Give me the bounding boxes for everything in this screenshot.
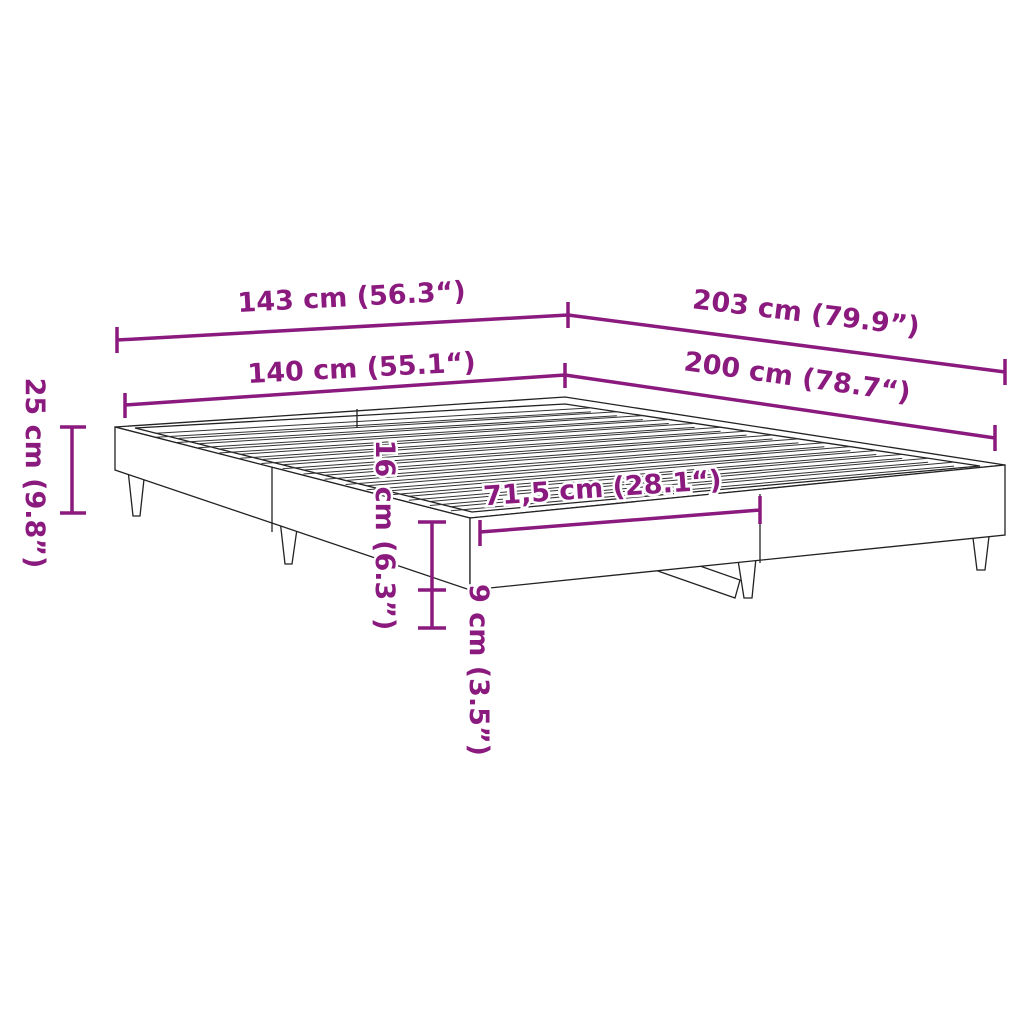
slat-line	[429, 457, 929, 502]
frame-inner-rim	[134, 403, 981, 513]
slat-line	[156, 411, 591, 438]
slat-line	[198, 415, 643, 445]
slat-line	[240, 422, 695, 455]
slat-line	[429, 461, 929, 506]
slat-line	[282, 430, 747, 466]
dim-frame-height	[418, 520, 446, 630]
slat-line	[219, 423, 669, 454]
label-total-height: 25 cm (9.8”)	[19, 378, 50, 569]
slat-line	[198, 419, 643, 449]
slat-line	[450, 465, 955, 512]
slat-line	[366, 450, 851, 491]
slat-line	[156, 407, 591, 434]
center-support	[654, 565, 741, 599]
bed-frame-drawing	[114, 396, 1006, 599]
slat-line	[345, 442, 825, 481]
dimension-lines	[60, 302, 1007, 630]
dim-half-length	[478, 496, 762, 546]
slat-line	[387, 450, 877, 492]
slat-line	[366, 446, 851, 487]
slat-line	[303, 438, 773, 475]
slat-line	[408, 453, 903, 497]
slats	[156, 407, 955, 512]
dim-inner-length	[564, 373, 997, 451]
dim-outer-length	[567, 313, 1007, 385]
frame-side-front	[469, 464, 1006, 591]
label-clearance: 9 cm (3.5”)	[463, 584, 494, 756]
label-frame-height: 16 cm (6.3”)	[369, 440, 400, 631]
slat-line	[303, 434, 773, 471]
slat-line	[324, 438, 799, 476]
slat-line	[219, 419, 669, 450]
label-outer-width: 143 cm (56.3“)	[237, 276, 467, 319]
slat-line	[324, 442, 799, 480]
slat-line	[387, 454, 877, 496]
slat-line	[450, 461, 955, 508]
slat-line	[261, 426, 721, 460]
slat-line	[345, 446, 825, 485]
slat-line	[240, 426, 695, 459]
leg	[737, 557, 757, 599]
slat-line	[261, 430, 721, 464]
slat-line	[177, 411, 617, 439]
slat-line	[408, 457, 903, 501]
slat-line	[177, 415, 617, 443]
dim-total-height	[60, 425, 86, 515]
slat-line	[282, 434, 747, 470]
